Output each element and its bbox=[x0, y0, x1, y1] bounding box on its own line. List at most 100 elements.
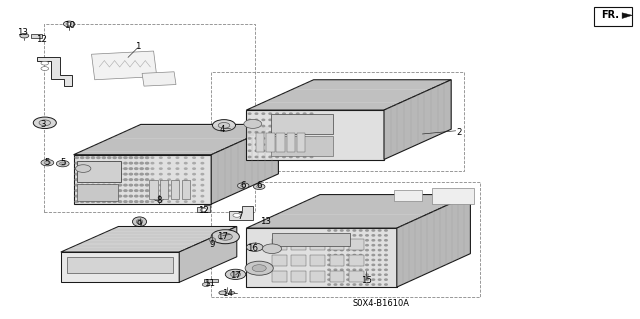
Circle shape bbox=[184, 174, 187, 175]
Circle shape bbox=[102, 184, 106, 186]
Circle shape bbox=[248, 119, 251, 121]
Circle shape bbox=[159, 201, 162, 202]
Circle shape bbox=[340, 264, 343, 265]
Bar bbox=[291, 255, 306, 266]
Circle shape bbox=[151, 184, 154, 186]
Circle shape bbox=[201, 190, 204, 191]
Circle shape bbox=[334, 230, 337, 231]
Circle shape bbox=[347, 255, 349, 256]
Text: 8: 8 bbox=[156, 197, 161, 205]
Circle shape bbox=[283, 113, 285, 114]
Circle shape bbox=[237, 183, 249, 189]
Circle shape bbox=[129, 184, 132, 186]
Circle shape bbox=[145, 179, 148, 181]
Circle shape bbox=[276, 150, 278, 152]
Circle shape bbox=[334, 259, 337, 261]
Circle shape bbox=[134, 195, 138, 197]
Circle shape bbox=[385, 240, 387, 241]
Circle shape bbox=[86, 201, 89, 203]
Circle shape bbox=[334, 235, 337, 236]
Circle shape bbox=[168, 157, 170, 158]
Circle shape bbox=[151, 179, 154, 180]
Circle shape bbox=[290, 119, 292, 121]
Circle shape bbox=[255, 119, 258, 121]
Text: 13: 13 bbox=[17, 28, 28, 37]
Bar bbox=[31, 34, 42, 38]
Text: 17: 17 bbox=[217, 232, 228, 241]
Circle shape bbox=[86, 190, 89, 191]
Circle shape bbox=[108, 190, 111, 191]
Bar bbox=[211, 72, 464, 171]
Circle shape bbox=[76, 165, 91, 172]
Bar bbox=[310, 255, 325, 266]
Circle shape bbox=[263, 222, 272, 226]
Circle shape bbox=[244, 119, 262, 128]
Circle shape bbox=[269, 113, 271, 114]
Circle shape bbox=[102, 162, 106, 164]
Circle shape bbox=[168, 174, 170, 175]
Bar bbox=[287, 133, 295, 152]
Circle shape bbox=[340, 274, 343, 275]
Circle shape bbox=[140, 162, 143, 164]
Circle shape bbox=[365, 235, 368, 236]
Circle shape bbox=[184, 190, 187, 191]
Circle shape bbox=[168, 196, 170, 197]
Circle shape bbox=[176, 174, 179, 175]
Circle shape bbox=[230, 292, 235, 294]
Circle shape bbox=[124, 195, 127, 197]
Circle shape bbox=[140, 173, 143, 175]
Circle shape bbox=[347, 284, 349, 285]
Circle shape bbox=[385, 249, 387, 251]
Text: 12: 12 bbox=[198, 206, 209, 215]
Circle shape bbox=[176, 179, 179, 180]
Circle shape bbox=[262, 138, 265, 139]
Circle shape bbox=[328, 269, 330, 271]
Polygon shape bbox=[37, 57, 72, 86]
Circle shape bbox=[159, 184, 162, 186]
Circle shape bbox=[385, 264, 387, 265]
Polygon shape bbox=[197, 205, 210, 212]
Circle shape bbox=[124, 168, 127, 169]
Circle shape bbox=[296, 156, 299, 158]
Circle shape bbox=[60, 162, 66, 165]
Circle shape bbox=[310, 150, 313, 152]
Circle shape bbox=[255, 138, 258, 139]
Ellipse shape bbox=[132, 217, 147, 226]
Circle shape bbox=[81, 168, 84, 169]
Circle shape bbox=[303, 119, 306, 121]
Circle shape bbox=[328, 235, 330, 236]
Circle shape bbox=[283, 150, 285, 152]
Circle shape bbox=[76, 179, 79, 181]
Circle shape bbox=[124, 179, 127, 181]
Circle shape bbox=[129, 173, 132, 175]
Circle shape bbox=[255, 125, 258, 127]
Circle shape bbox=[97, 168, 100, 169]
Circle shape bbox=[303, 131, 306, 133]
Circle shape bbox=[176, 196, 179, 197]
Circle shape bbox=[372, 235, 374, 236]
Circle shape bbox=[108, 201, 111, 203]
Polygon shape bbox=[74, 124, 278, 155]
Bar bbox=[204, 279, 218, 282]
Circle shape bbox=[97, 173, 100, 175]
Circle shape bbox=[92, 168, 95, 169]
Circle shape bbox=[353, 264, 356, 265]
Circle shape bbox=[145, 162, 148, 164]
Circle shape bbox=[151, 196, 154, 197]
Circle shape bbox=[44, 161, 51, 164]
Text: 5: 5 bbox=[44, 158, 49, 167]
Circle shape bbox=[212, 120, 236, 131]
Circle shape bbox=[303, 144, 306, 145]
Circle shape bbox=[385, 230, 387, 231]
Circle shape bbox=[303, 156, 306, 158]
Circle shape bbox=[134, 173, 138, 175]
Circle shape bbox=[248, 150, 251, 152]
Circle shape bbox=[113, 195, 116, 197]
Circle shape bbox=[269, 138, 271, 139]
Circle shape bbox=[365, 259, 368, 261]
Circle shape bbox=[372, 245, 374, 246]
Circle shape bbox=[113, 157, 116, 159]
Circle shape bbox=[310, 125, 313, 127]
Circle shape bbox=[378, 255, 381, 256]
Circle shape bbox=[378, 230, 381, 231]
